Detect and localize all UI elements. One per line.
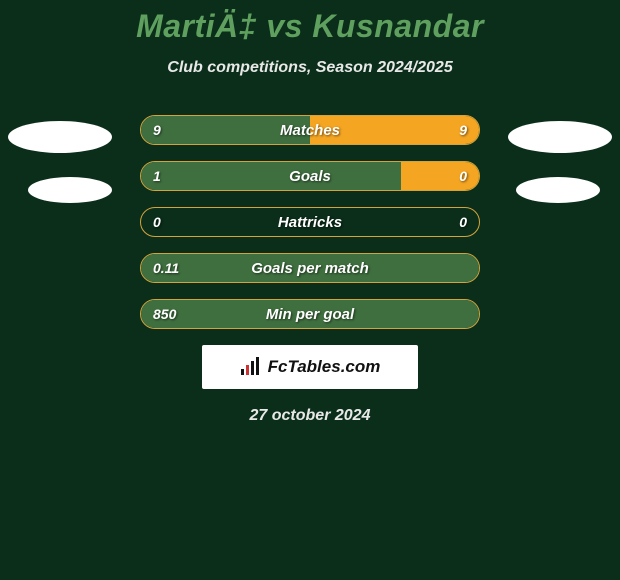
value-right: 0 [459,208,467,236]
row-hattricks: 0 Hattricks 0 [140,207,480,237]
row-min-per-goal: 850 Min per goal [140,299,480,329]
subtitle: Club competitions, Season 2024/2025 [0,59,620,77]
row-goals-per-match: 0.11 Goals per match [140,253,480,283]
bar-left [141,116,310,144]
row-matches: 9 Matches 9 [140,115,480,145]
bar-left [141,300,479,328]
bar-chart-icon [240,357,262,377]
bar-right [401,162,479,190]
page-title: MartiÄ‡ vs Kusnandar [0,0,620,45]
bar-right [310,116,479,144]
player-right-avatar-2 [516,177,600,203]
player-right-avatar-1 [508,121,612,153]
bar-left [141,254,479,282]
player-left-avatar-1 [8,121,112,153]
row-goals: 1 Goals 0 [140,161,480,191]
row-label: Hattricks [141,208,479,236]
value-left: 0 [153,208,161,236]
badge-text: FcTables.com [268,357,381,377]
date-text: 27 october 2024 [0,407,620,425]
player-left-avatar-2 [28,177,112,203]
bar-left [141,162,401,190]
fctables-badge[interactable]: FcTables.com [202,345,418,389]
comparison-chart: 9 Matches 9 1 Goals 0 0 Hattricks 0 0.11… [140,115,480,329]
